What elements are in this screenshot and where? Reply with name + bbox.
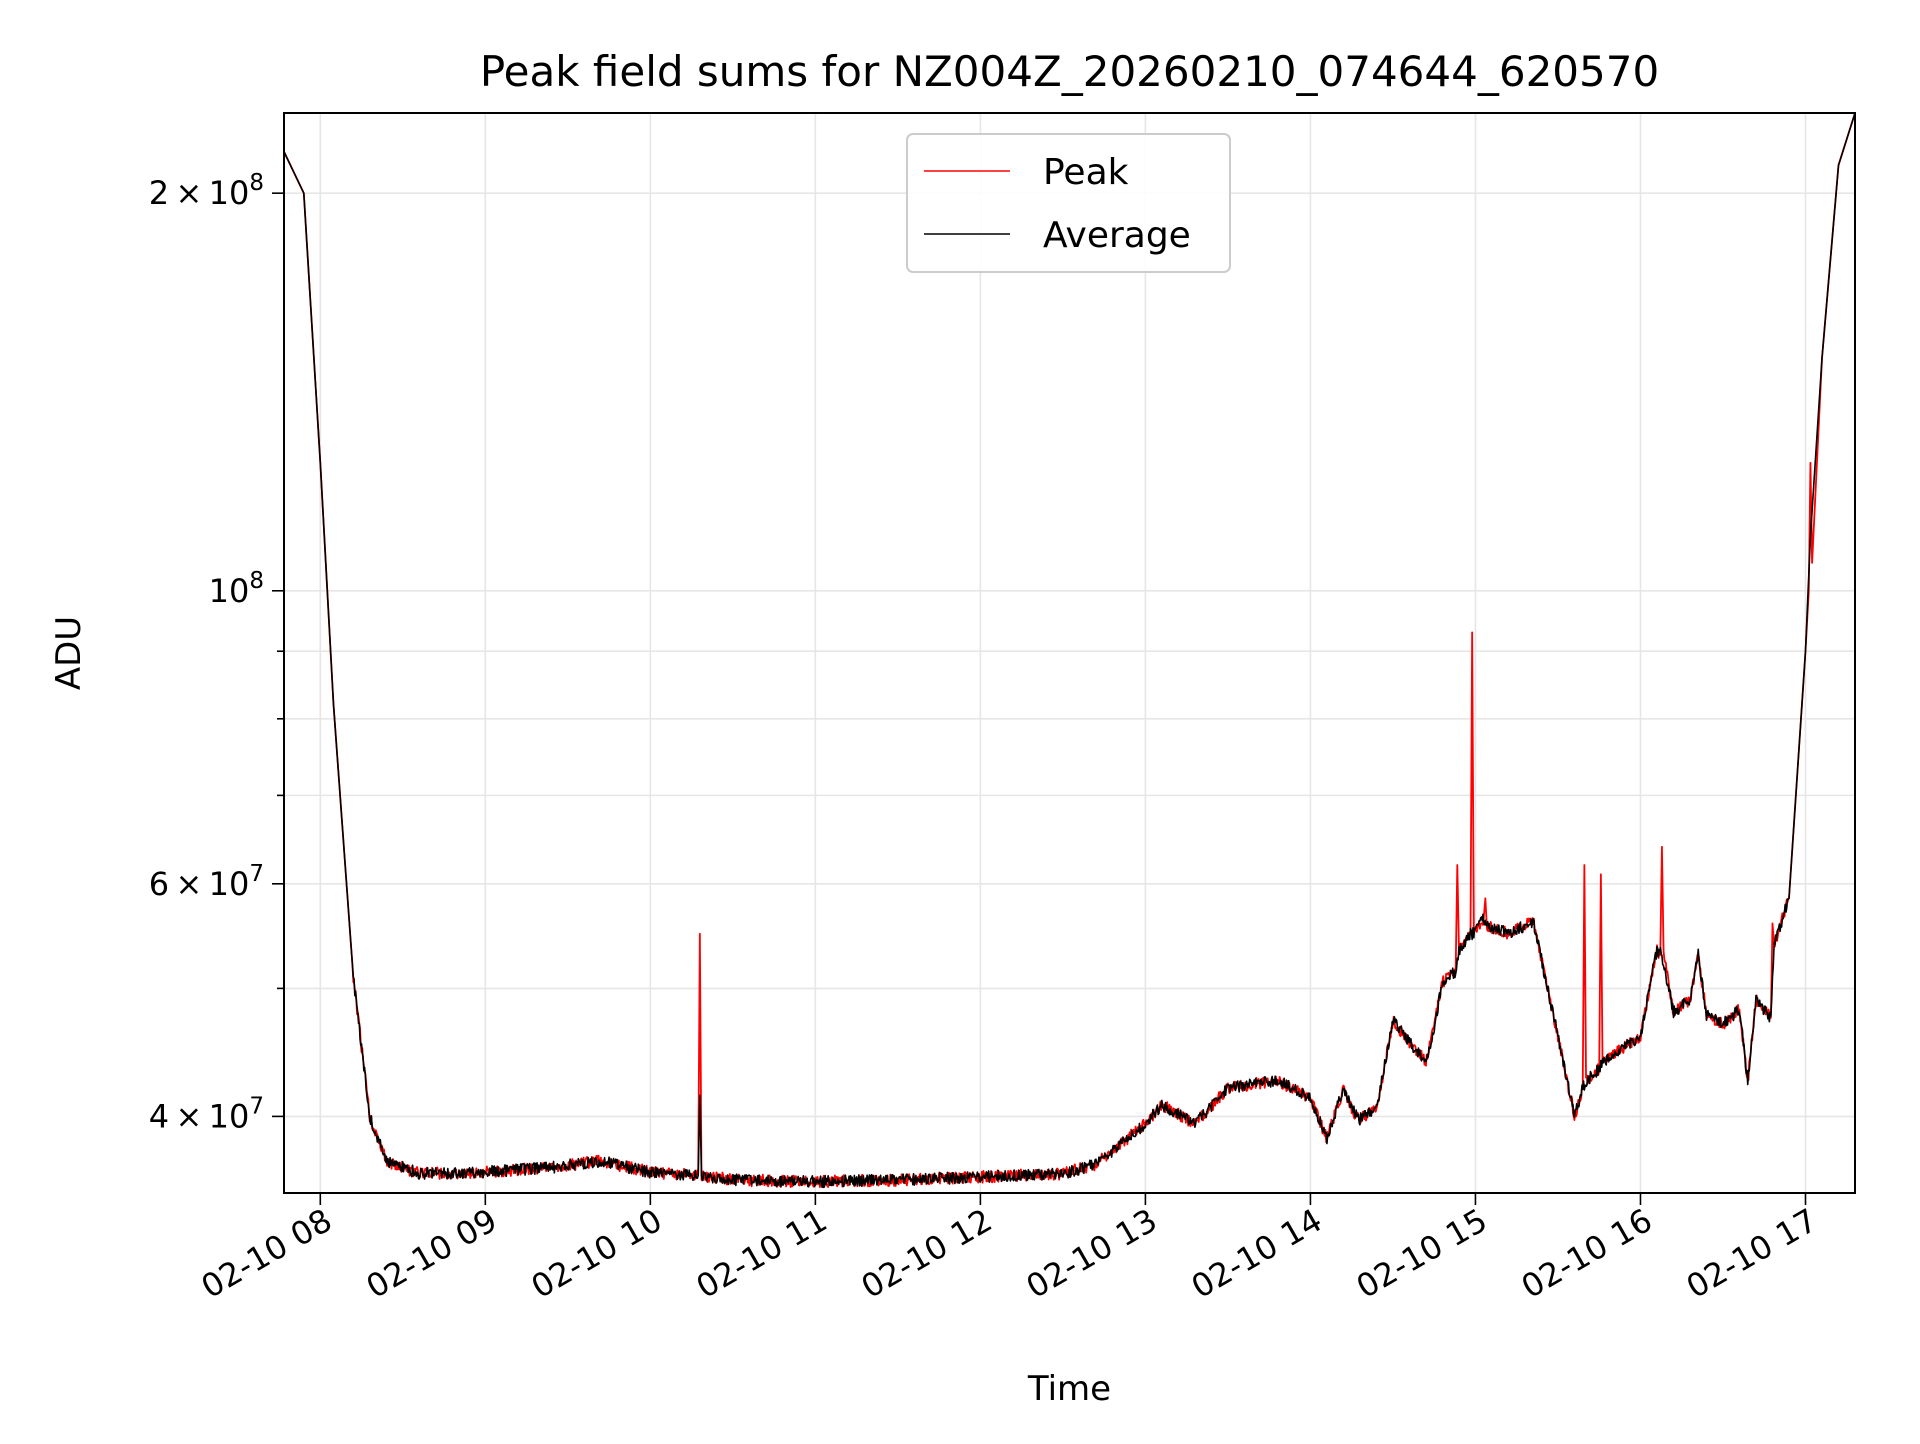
tick-layer: 02-10 08 02-10 09 02-10 10 02-10 11 02-10 12… [149, 170, 1824, 1306]
x-tick-label: 02-10 09 [360, 1201, 504, 1306]
x-tick-label: 02-10 12 [855, 1201, 999, 1306]
x-tick-label: 02-10 17 [1680, 1201, 1824, 1306]
x-tick-label: 02-10 08 [195, 1201, 339, 1306]
legend-label-average: Average [1043, 215, 1191, 256]
y-tick-label: 108 [209, 568, 264, 610]
x-axis-label: Time [1027, 1369, 1111, 1409]
x-tick-label: 02-10 11 [690, 1201, 834, 1306]
legend: Peak Average [906, 133, 1231, 273]
y-axis-label: ADU [49, 616, 89, 690]
x-tick-label: 02-10 15 [1350, 1201, 1494, 1306]
x-tick-label: 02-10 10 [525, 1201, 669, 1306]
legend-label-peak: Peak [1043, 152, 1129, 193]
x-tick-label: 02-10 16 [1515, 1201, 1659, 1306]
legend-box [906, 133, 1231, 273]
grid-layer [284, 113, 1855, 1193]
y-tick-label: 4 × 107 [149, 1093, 264, 1135]
series-line-peak [284, 113, 1855, 1188]
y-tick-label: 6 × 107 [149, 861, 264, 903]
chart-title: Peak field sums for NZ004Z_20260210_0746… [480, 47, 1659, 96]
series-layer [284, 113, 1855, 1189]
x-tick-label: 02-10 13 [1020, 1201, 1164, 1306]
series-line-average [284, 113, 1855, 1189]
x-tick-label: 02-10 14 [1185, 1201, 1329, 1306]
y-tick-label: 2 × 108 [149, 170, 264, 212]
plot-frame [283, 112, 1856, 1194]
